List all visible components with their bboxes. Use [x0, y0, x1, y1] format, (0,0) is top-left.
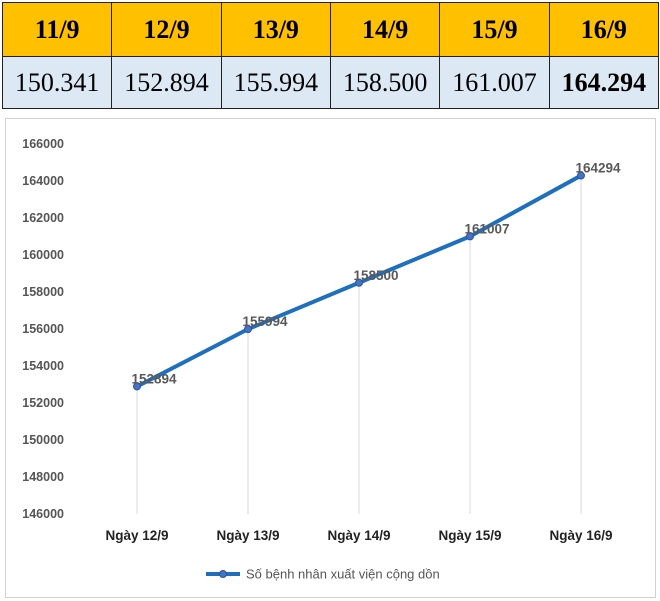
- value-cell: 161.007: [439, 56, 550, 109]
- data-label: 152894: [131, 371, 177, 386]
- date-header: 15/9: [439, 2, 550, 57]
- date-header: 11/9: [1, 2, 113, 57]
- data-point: [577, 171, 585, 180]
- data-label: 155994: [242, 314, 288, 329]
- legend-label: Số bệnh nhân xuất viện cộng dồn: [246, 567, 440, 582]
- value-cell: 158.500: [329, 56, 441, 109]
- y-tick-label: 166000: [22, 137, 64, 151]
- data-point: [133, 382, 141, 391]
- x-tick-label: Ngày 14/9: [327, 528, 390, 543]
- data-point: [466, 232, 474, 241]
- y-tick-label: 150000: [22, 433, 64, 447]
- value-cell: 150.341: [1, 56, 113, 109]
- date-header: 13/9: [220, 2, 331, 57]
- value-cell: 152.894: [111, 56, 222, 109]
- y-tick-label: 164000: [22, 174, 64, 188]
- y-tick-label: 162000: [22, 211, 64, 225]
- date-header: 12/9: [111, 2, 222, 57]
- stats-header-row: 11/9 12/9 13/9 14/9 15/9 16/9: [1, 2, 660, 57]
- stats-value-row: 150.341 152.894 155.994 158.500 161.007 …: [1, 56, 660, 109]
- x-tick-label: Ngày 15/9: [438, 528, 501, 543]
- line-chart: 146000 148000 150000 152000 154000 156000 1580…: [5, 118, 656, 598]
- y-tick-label: 148000: [22, 470, 64, 484]
- y-tick-label: 160000: [22, 248, 64, 262]
- y-tick-label: 152000: [22, 396, 64, 410]
- data-point: [244, 325, 252, 334]
- data-label: 158500: [353, 268, 398, 283]
- y-tick-label: 154000: [22, 359, 64, 373]
- x-tick-label: Ngày 12/9: [105, 528, 168, 543]
- date-header: 14/9: [329, 2, 441, 57]
- y-tick-label: 156000: [22, 322, 64, 336]
- x-tick-label: Ngày 13/9: [216, 528, 279, 543]
- stats-table: 11/9 12/9 13/9 14/9 15/9 16/9 150.341 15…: [1, 2, 660, 109]
- data-label: 161007: [464, 221, 509, 236]
- data-point: [355, 278, 363, 287]
- value-cell-latest: 164.294: [548, 56, 660, 109]
- y-tick-label: 158000: [22, 285, 64, 299]
- data-label: 164294: [575, 161, 621, 176]
- value-cell: 155.994: [220, 56, 331, 109]
- legend-marker: [219, 570, 227, 578]
- chart-canvas: 146000 148000 150000 152000 154000 156000 1580…: [22, 137, 621, 582]
- x-tick-label: Ngày 16/9: [549, 528, 612, 543]
- date-header: 16/9: [548, 2, 660, 57]
- y-tick-label: 146000: [22, 507, 64, 521]
